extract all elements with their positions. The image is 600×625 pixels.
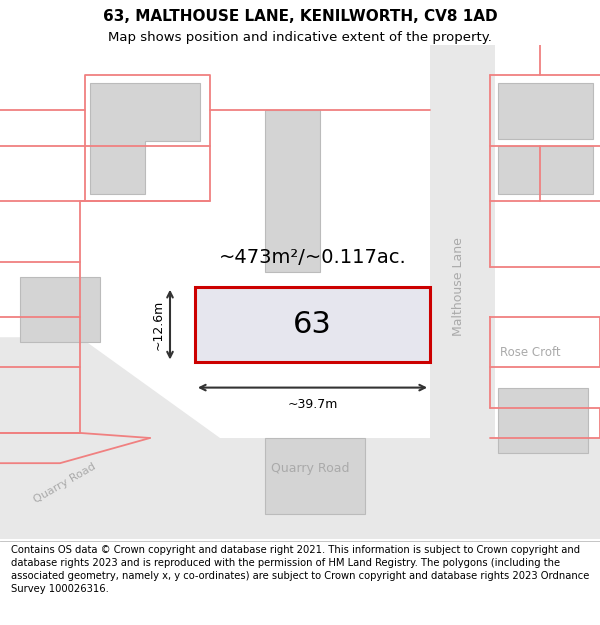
Text: 63: 63 [293,310,332,339]
Bar [498,146,593,194]
Text: ~12.6m: ~12.6m [152,299,165,350]
Polygon shape [0,338,220,438]
Text: Malthouse Lane: Malthouse Lane [452,238,464,336]
Text: ~39.7m: ~39.7m [287,398,338,411]
Bar [265,438,365,514]
Text: Map shows position and indicative extent of the property.: Map shows position and indicative extent… [108,31,492,44]
Text: Quarry Road: Quarry Road [32,461,98,505]
Bar [195,287,430,362]
Text: Quarry Road: Quarry Road [271,462,349,475]
Text: Rose Croft: Rose Croft [500,346,560,359]
Bar [265,111,320,272]
Polygon shape [0,438,600,539]
Text: 63, MALTHOUSE LANE, KENILWORTH, CV8 1AD: 63, MALTHOUSE LANE, KENILWORTH, CV8 1AD [103,9,497,24]
Polygon shape [90,83,200,194]
Text: Contains OS data © Crown copyright and database right 2021. This information is : Contains OS data © Crown copyright and d… [11,545,589,594]
Bar [498,388,588,453]
Bar [498,83,593,139]
Bar [430,45,495,539]
Text: ~473m²/~0.117ac.: ~473m²/~0.117ac. [218,248,406,267]
Bar [20,277,100,342]
